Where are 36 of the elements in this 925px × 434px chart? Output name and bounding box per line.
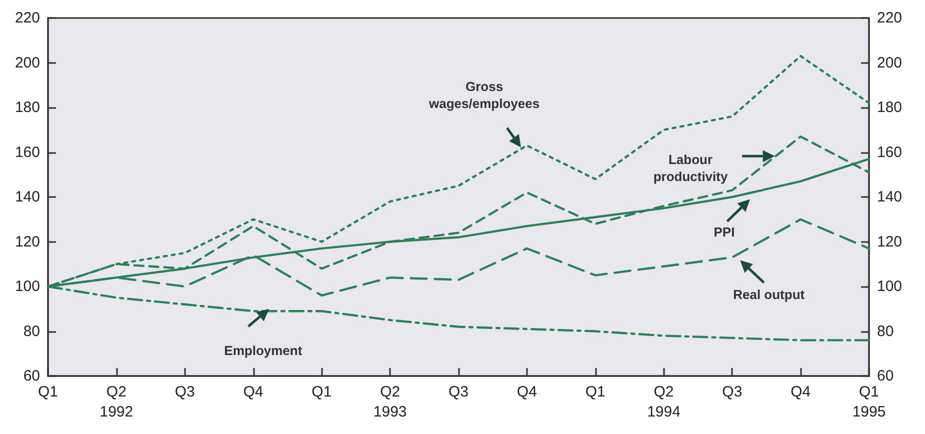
y2-tick-label: 140: [877, 188, 902, 206]
annotation: Real output: [733, 286, 806, 302]
x-tick-label: Q3: [174, 384, 195, 400]
x-tick-label: Q2 1993: [373, 384, 407, 420]
y2-tick-label: 120: [877, 233, 902, 250]
y-tick-label: 160: [14, 144, 40, 161]
y-tick-label: 80: [23, 322, 40, 340]
y2-tick-label: 160: [877, 144, 902, 161]
y-tick-label: 100: [14, 278, 40, 295]
y-tick-label: 200: [14, 54, 40, 72]
x-tick-label: Q3: [722, 384, 742, 400]
annotation: Labour productivity: [653, 152, 728, 184]
annotation: PPI: [714, 224, 735, 240]
y2-tick-label: 60: [877, 368, 894, 384]
annotation: Gross wages/employees: [428, 78, 540, 111]
y2-tick-label: 220: [877, 10, 902, 26]
y2-tick-label: 80: [877, 322, 894, 340]
x-tick-label: Q4: [243, 384, 264, 400]
x-tick-label: Q4: [516, 384, 537, 400]
y2-tick-label: 180: [877, 99, 902, 116]
x-tick-label: Q2 1994: [647, 384, 680, 420]
y-tick-label: 140: [14, 188, 40, 206]
x-tick-label: Q1 1995: [852, 384, 886, 420]
x-tick-label: Q1: [312, 384, 332, 400]
y2-tick-label: 100: [877, 278, 902, 295]
y2-tick-label: 200: [877, 54, 902, 72]
y-tick-label: 120: [14, 233, 40, 250]
x-tick-label: Q2 1992: [100, 384, 134, 420]
x-tick-label: Q1: [38, 384, 58, 400]
y-tick-label: 180: [14, 99, 40, 116]
x-tick-label: Q4: [790, 384, 811, 400]
y-tick-label: 60: [23, 368, 40, 384]
y-tick-label: 220: [14, 10, 40, 26]
x-tick-label: Q3: [448, 384, 469, 400]
annotation: Employment: [224, 343, 303, 358]
x-tick-label: Q1: [585, 384, 606, 400]
